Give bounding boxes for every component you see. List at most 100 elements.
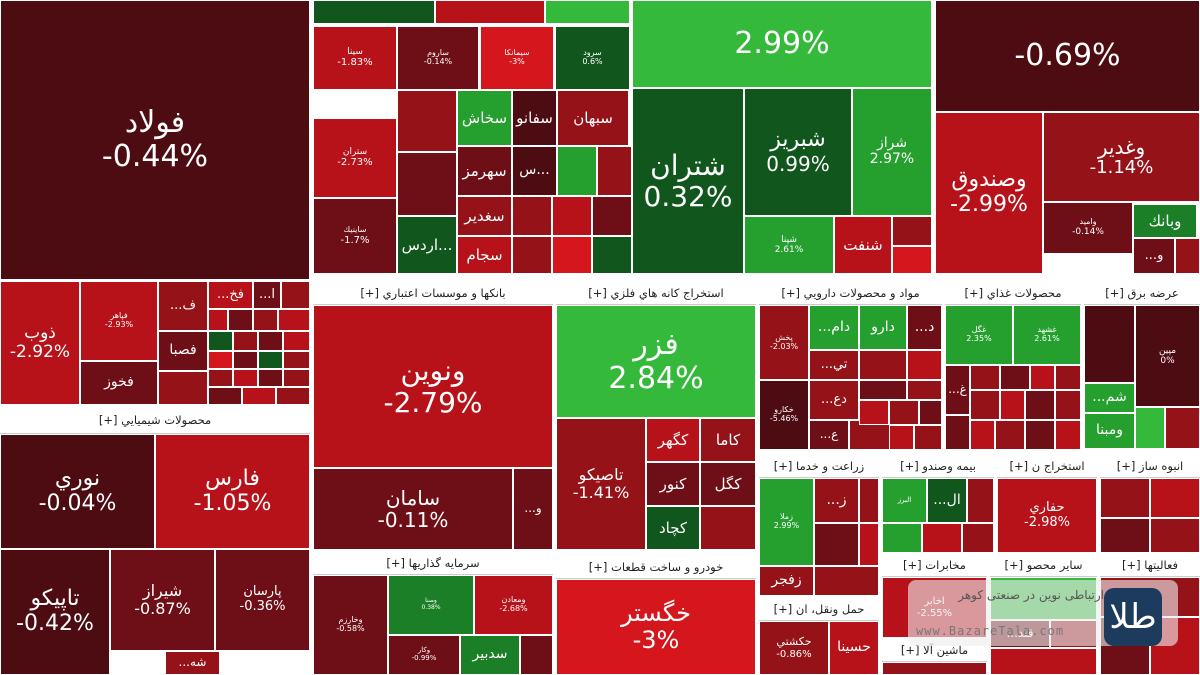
treemap-tile[interactable] [233, 351, 258, 369]
treemap-tile[interactable] [1055, 365, 1081, 390]
treemap-tile[interactable] [907, 380, 942, 400]
treemap-tile[interactable]: سدبير [460, 635, 520, 675]
treemap-tile[interactable]: ...و [513, 468, 553, 550]
treemap-tile[interactable]: مپين 0% [1135, 305, 1200, 407]
treemap-tile[interactable] [520, 635, 553, 675]
treemap-tile[interactable]: خكارو -5.46% [759, 380, 809, 450]
treemap-tile[interactable]: غشهد 2.61% [1013, 305, 1081, 365]
treemap-tile[interactable] [208, 309, 228, 331]
treemap-tile[interactable] [814, 523, 859, 566]
sector-header[interactable]: خودرو و ساخت قطعات [+] [556, 555, 756, 579]
treemap-tile[interactable] [258, 331, 283, 351]
sector-header[interactable]: انبوه ساز [+] [1100, 454, 1200, 478]
treemap-tile[interactable]: ...غ [945, 365, 970, 415]
treemap-tile[interactable]: وكار -0.99% [388, 635, 460, 675]
treemap-tile[interactable] [552, 196, 592, 236]
treemap-tile[interactable] [970, 390, 1000, 420]
treemap-tile[interactable]: ...فخ [208, 281, 253, 309]
sector-header[interactable]: مواد و محصولات دارويي [+] [759, 281, 942, 305]
treemap-tile[interactable] [1175, 238, 1200, 274]
treemap-tile[interactable] [242, 387, 276, 405]
treemap-tile[interactable]: ...شه [165, 651, 220, 675]
treemap-tile[interactable]: شتران 0.32% [632, 88, 744, 274]
treemap-tile[interactable] [1084, 305, 1135, 383]
treemap-tile[interactable]: زفجر [759, 566, 814, 596]
treemap-tile[interactable]: ...دع [809, 380, 859, 420]
treemap-tile[interactable]: ...ف [158, 281, 208, 331]
sector-header[interactable]: مخابرات [+] [882, 553, 987, 577]
treemap-tile[interactable] [967, 478, 994, 523]
treemap-tile[interactable] [1150, 518, 1200, 553]
treemap-tile[interactable] [962, 523, 994, 553]
sector-header[interactable]: بيمه وصندو [+] [882, 454, 994, 478]
treemap-tile[interactable] [919, 400, 942, 425]
sector-header[interactable]: سرمايه گذاريها [+] [313, 551, 553, 575]
treemap-tile[interactable]: حفاري -2.98% [997, 478, 1097, 553]
treemap-tile[interactable] [859, 380, 907, 400]
treemap-tile[interactable]: ...ا [253, 281, 281, 309]
treemap-tile[interactable]: فزر 2.84% [556, 305, 756, 418]
treemap-tile[interactable] [283, 351, 310, 369]
treemap-tile[interactable]: كگهر [646, 418, 700, 462]
sector-header[interactable]: استخراج ن [+] [997, 454, 1097, 478]
treemap-tile[interactable] [281, 281, 310, 309]
treemap-tile[interactable] [914, 425, 942, 450]
treemap-tile[interactable] [970, 365, 1000, 390]
treemap-tile[interactable]: ...تي [809, 350, 859, 380]
treemap-tile[interactable] [545, 0, 630, 24]
treemap-tile[interactable]: سخاش [457, 90, 512, 146]
treemap-tile[interactable]: پارسان -0.36% [215, 549, 310, 651]
treemap-tile[interactable]: تاپيكو -0.42% [0, 549, 110, 675]
treemap-tile[interactable]: وصنا 0.38% [388, 575, 474, 635]
treemap-tile[interactable]: ...ز [814, 478, 859, 523]
treemap-tile[interactable]: كنور [646, 462, 700, 506]
treemap-tile[interactable]: وبانك [1133, 204, 1197, 238]
treemap-tile[interactable]: وصندوق -2.99% [935, 112, 1043, 274]
treemap-tile[interactable]: فارس -1.05% [155, 434, 310, 549]
treemap-tile[interactable] [228, 309, 253, 331]
treemap-tile[interactable] [557, 146, 597, 196]
treemap-tile[interactable]: ساينيك -1.7% [313, 198, 397, 274]
treemap-tile[interactable] [435, 0, 545, 24]
treemap-tile[interactable] [1000, 365, 1030, 390]
treemap-tile[interactable] [313, 0, 435, 24]
treemap-tile[interactable]: ستران -2.73% [313, 118, 397, 198]
treemap-tile[interactable] [1135, 407, 1165, 449]
treemap-tile[interactable] [1165, 407, 1200, 449]
sector-header[interactable]: بانكها و موسسات اعتباري [+] [313, 281, 553, 305]
treemap-tile[interactable]: ونوين -2.79% [313, 305, 553, 468]
treemap-tile[interactable] [208, 369, 233, 387]
treemap-tile[interactable]: حسينا [829, 621, 879, 675]
treemap-tile[interactable]: سفانو [512, 90, 557, 146]
sector-header[interactable]: استخراج كانه هاي فلزي [+] [556, 281, 756, 305]
treemap-tile[interactable] [1100, 478, 1150, 518]
treemap-tile[interactable] [970, 420, 995, 450]
treemap-tile[interactable]: 2.99% [632, 0, 932, 88]
treemap-tile[interactable]: ذوب -2.92% [0, 281, 80, 405]
treemap-tile[interactable] [700, 506, 756, 550]
treemap-tile[interactable] [814, 566, 879, 596]
treemap-tile[interactable] [253, 309, 278, 331]
treemap-tile[interactable]: وخارزم -0.58% [313, 575, 388, 675]
treemap-tile[interactable]: غگل 2.35% [945, 305, 1013, 365]
treemap-tile[interactable] [158, 371, 208, 405]
treemap-tile[interactable]: كاما [700, 418, 756, 462]
treemap-tile[interactable] [889, 425, 914, 450]
treemap-tile[interactable] [592, 236, 632, 274]
treemap-tile[interactable] [859, 523, 879, 566]
treemap-tile[interactable] [208, 351, 233, 369]
treemap-tile[interactable]: وغدير -1.14% [1043, 112, 1200, 202]
treemap-tile[interactable] [1025, 390, 1055, 420]
treemap-tile[interactable] [882, 523, 922, 553]
treemap-tile[interactable]: وامید -0.14% [1043, 202, 1133, 254]
treemap-tile[interactable]: -0.69% [935, 0, 1200, 112]
treemap-tile[interactable]: ...دام [809, 305, 859, 350]
sector-header[interactable]: محصولات غذاي [+] [945, 281, 1081, 305]
treemap-tile[interactable]: سهرمز [457, 146, 512, 196]
treemap-tile[interactable] [1055, 420, 1081, 450]
treemap-tile[interactable] [233, 369, 258, 387]
treemap-tile[interactable] [208, 331, 233, 351]
treemap-tile[interactable] [512, 196, 552, 236]
treemap-tile[interactable] [892, 246, 932, 274]
sector-header[interactable]: عرضه برق [+] [1084, 281, 1200, 305]
